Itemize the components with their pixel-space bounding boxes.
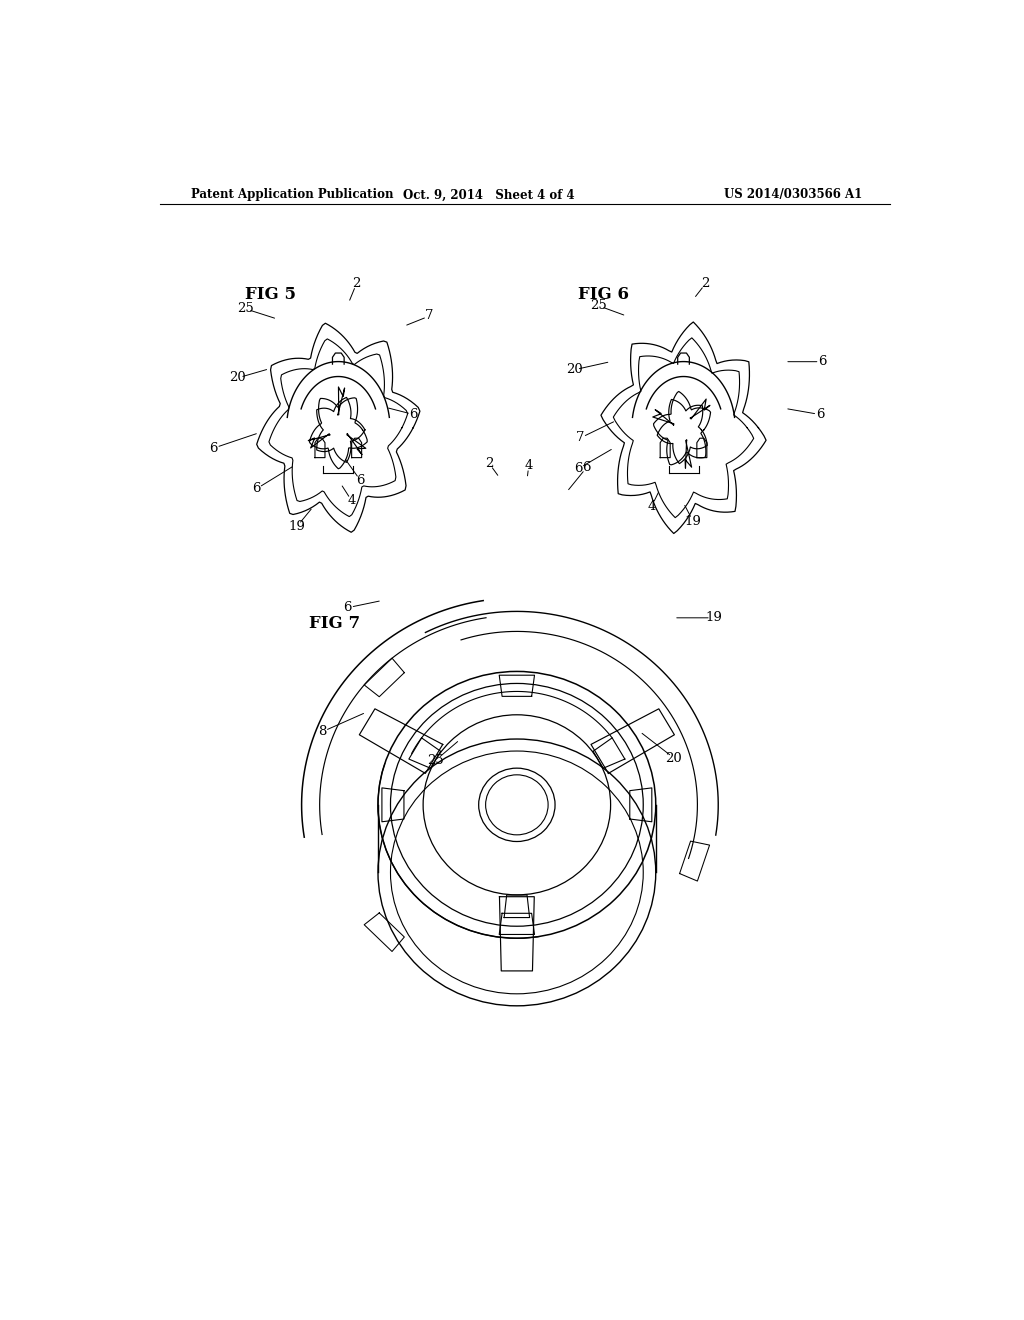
Text: 6: 6	[583, 461, 591, 474]
Text: 4: 4	[347, 495, 356, 507]
Text: 7: 7	[577, 432, 585, 445]
Text: 2: 2	[485, 457, 494, 470]
Text: 25: 25	[238, 302, 254, 315]
Text: 2: 2	[701, 277, 710, 290]
Text: 19: 19	[289, 520, 305, 533]
Text: 6: 6	[252, 482, 261, 495]
Text: 25: 25	[590, 300, 607, 313]
Text: 2: 2	[352, 277, 360, 290]
Text: 20: 20	[666, 751, 682, 764]
Text: FIG 6: FIG 6	[578, 285, 629, 302]
Text: 4: 4	[524, 459, 532, 471]
Text: 19: 19	[685, 515, 701, 528]
Text: FIG 7: FIG 7	[309, 615, 360, 632]
Text: 6: 6	[210, 442, 218, 454]
Text: Oct. 9, 2014   Sheet 4 of 4: Oct. 9, 2014 Sheet 4 of 4	[403, 189, 574, 202]
Text: 6: 6	[356, 474, 365, 487]
Text: 20: 20	[565, 363, 583, 376]
Text: 6: 6	[818, 355, 826, 368]
Text: 19: 19	[706, 611, 722, 624]
Text: 25: 25	[428, 754, 444, 767]
Text: 6: 6	[816, 408, 824, 421]
Text: 7: 7	[425, 309, 434, 322]
Text: 20: 20	[229, 371, 246, 384]
Text: 6: 6	[344, 601, 352, 614]
Text: 6: 6	[574, 462, 583, 475]
Text: 6: 6	[410, 408, 418, 421]
Text: 4: 4	[647, 499, 656, 512]
Text: 8: 8	[318, 725, 327, 738]
Text: Patent Application Publication: Patent Application Publication	[191, 189, 394, 202]
Text: FIG 5: FIG 5	[246, 285, 297, 302]
Text: US 2014/0303566 A1: US 2014/0303566 A1	[724, 189, 862, 202]
